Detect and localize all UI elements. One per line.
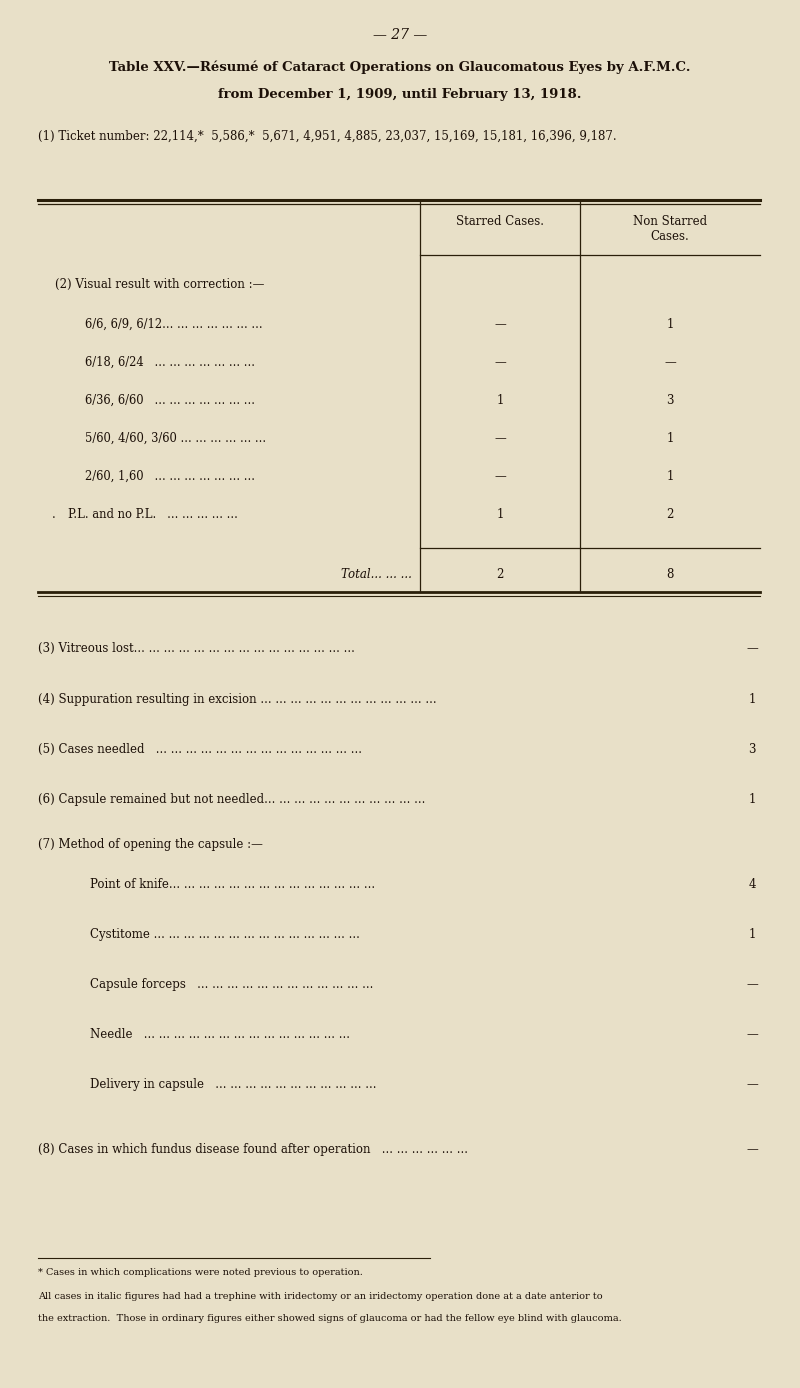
- Text: — 27 —: — 27 —: [373, 28, 427, 42]
- Text: * Cases in which complications were noted previous to operation.: * Cases in which complications were note…: [38, 1269, 363, 1277]
- Text: —: —: [746, 1142, 758, 1156]
- Text: 5/60, 4/60, 3/60 ... ... ... ... ... ...: 5/60, 4/60, 3/60 ... ... ... ... ... ...: [85, 432, 266, 446]
- Text: —: —: [746, 979, 758, 991]
- Text: 1: 1: [666, 432, 674, 446]
- Text: .: .: [52, 508, 56, 520]
- Text: 6/18, 6/24   ... ... ... ... ... ... ...: 6/18, 6/24 ... ... ... ... ... ... ...: [85, 355, 255, 369]
- Text: Point of knife... ... ... ... ... ... ... ... ... ... ... ... ... ...: Point of knife... ... ... ... ... ... ..…: [90, 879, 375, 891]
- Text: —: —: [746, 1078, 758, 1091]
- Text: (4) Suppuration resulting in excision ... ... ... ... ... ... ... ... ... ... ..: (4) Suppuration resulting in excision ..…: [38, 693, 437, 706]
- Text: 2/60, 1,60   ... ... ... ... ... ... ...: 2/60, 1,60 ... ... ... ... ... ... ...: [85, 471, 255, 483]
- Text: 3: 3: [748, 743, 756, 756]
- Text: 8: 8: [666, 568, 674, 582]
- Text: Non Starred
Cases.: Non Starred Cases.: [633, 215, 707, 243]
- Text: All cases in italic figures had had a trephine with iridectomy or an iridectomy : All cases in italic figures had had a tr…: [38, 1292, 602, 1301]
- Text: 1: 1: [496, 394, 504, 407]
- Text: 6/36, 6/60   ... ... ... ... ... ... ...: 6/36, 6/60 ... ... ... ... ... ... ...: [85, 394, 255, 407]
- Text: —: —: [746, 643, 758, 655]
- Text: 1: 1: [748, 929, 756, 941]
- Text: (2) Visual result with correction :—: (2) Visual result with correction :—: [55, 278, 264, 291]
- Text: 1: 1: [666, 318, 674, 330]
- Text: 2: 2: [666, 508, 674, 520]
- Text: from December 1, 1909, until February 13, 1918.: from December 1, 1909, until February 13…: [218, 87, 582, 101]
- Text: the extraction.  Those in ordinary figures either showed signs of glaucoma or ha: the extraction. Those in ordinary figure…: [38, 1314, 622, 1323]
- Text: Delivery in capsule   ... ... ... ... ... ... ... ... ... ... ...: Delivery in capsule ... ... ... ... ... …: [90, 1078, 377, 1091]
- Text: (8) Cases in which fundus disease found after operation   ... ... ... ... ... ..: (8) Cases in which fundus disease found …: [38, 1142, 468, 1156]
- Text: Total... ... ...: Total... ... ...: [341, 568, 412, 582]
- Text: —: —: [494, 318, 506, 330]
- Text: —: —: [494, 432, 506, 446]
- Text: (6) Capsule remained but not needled... ... ... ... ... ... ... ... ... ... ...: (6) Capsule remained but not needled... …: [38, 793, 426, 806]
- Text: 2: 2: [496, 568, 504, 582]
- Text: 1: 1: [748, 693, 756, 706]
- Text: 1: 1: [496, 508, 504, 520]
- Text: 1: 1: [748, 793, 756, 806]
- Text: Needle   ... ... ... ... ... ... ... ... ... ... ... ... ... ...: Needle ... ... ... ... ... ... ... ... .…: [90, 1029, 350, 1041]
- Text: Table XXV.—Résumé of Cataract Operations on Glaucomatous Eyes by A.F.M.C.: Table XXV.—Résumé of Cataract Operations…: [110, 60, 690, 74]
- Text: P.L. and no P.L.   ... ... ... ... ...: P.L. and no P.L. ... ... ... ... ...: [68, 508, 238, 520]
- Text: —: —: [746, 1029, 758, 1041]
- Text: (7) Method of opening the capsule :—: (7) Method of opening the capsule :—: [38, 838, 263, 851]
- Text: 4: 4: [748, 879, 756, 891]
- Text: 1: 1: [666, 471, 674, 483]
- Text: (5) Cases needled   ... ... ... ... ... ... ... ... ... ... ... ... ... ...: (5) Cases needled ... ... ... ... ... ..…: [38, 743, 362, 756]
- Text: 3: 3: [666, 394, 674, 407]
- Text: (3) Vitreous lost... ... ... ... ... ... ... ... ... ... ... ... ... ... ...: (3) Vitreous lost... ... ... ... ... ...…: [38, 643, 355, 655]
- Text: Starred Cases.: Starred Cases.: [456, 215, 544, 228]
- Text: Cystitome ... ... ... ... ... ... ... ... ... ... ... ... ... ...: Cystitome ... ... ... ... ... ... ... ..…: [90, 929, 360, 941]
- Text: —: —: [664, 355, 676, 369]
- Text: Capsule forceps   ... ... ... ... ... ... ... ... ... ... ... ...: Capsule forceps ... ... ... ... ... ... …: [90, 979, 374, 991]
- Text: —: —: [494, 471, 506, 483]
- Text: 6/6, 6/9, 6/12... ... ... ... ... ... ...: 6/6, 6/9, 6/12... ... ... ... ... ... ..…: [85, 318, 262, 330]
- Text: (1) Ticket number: 22,114,*  5,586,*  5,671, 4,951, 4,885, 23,037, 15,169, 15,18: (1) Ticket number: 22,114,* 5,586,* 5,67…: [38, 130, 617, 143]
- Text: —: —: [494, 355, 506, 369]
